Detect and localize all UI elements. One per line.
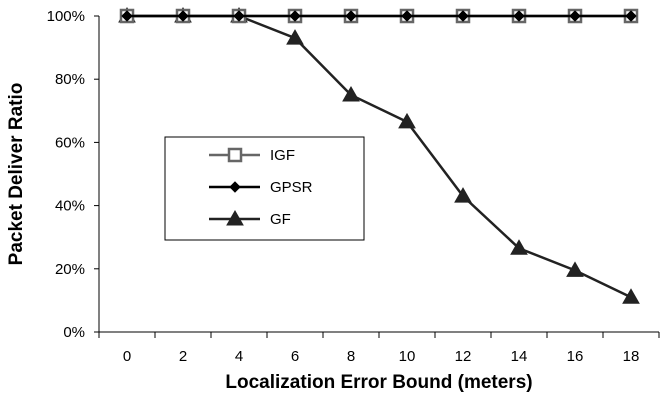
- point-gpsr: [457, 10, 469, 22]
- x-tick-label: 10: [399, 348, 416, 365]
- legend-box: [164, 136, 365, 241]
- legend-marker-gf: [226, 209, 244, 226]
- legend-label-gpsr: GPSR: [270, 179, 313, 196]
- legend-marker-gpsr: [229, 181, 241, 193]
- point-gpsr: [177, 10, 189, 22]
- point-gpsr: [401, 10, 413, 22]
- point-gpsr: [233, 10, 245, 22]
- point-gf: [454, 187, 472, 203]
- legend: IGF GPSR GF: [164, 136, 365, 241]
- y-tick-label: 0%: [63, 324, 85, 341]
- point-gf: [398, 112, 416, 129]
- x-tick-label: 12: [455, 348, 472, 365]
- point-gpsr: [625, 10, 637, 22]
- point-gf: [342, 85, 360, 102]
- y-tick-label: 40%: [55, 198, 85, 215]
- point-gpsr: [569, 10, 581, 22]
- series-gpsr: [121, 10, 637, 22]
- y-tick-label: 60%: [55, 134, 85, 151]
- x-axis-title: Localization Error Bound (meters): [225, 372, 532, 393]
- point-gpsr: [121, 10, 133, 22]
- x-tick-label: 8: [347, 348, 355, 365]
- y-tick-label: 80%: [55, 71, 85, 88]
- x-tick-label: 2: [179, 348, 187, 365]
- x-tick-label: 16: [567, 348, 584, 365]
- x-tick-label: 6: [291, 348, 299, 365]
- point-gf: [510, 239, 528, 255]
- point-gpsr: [345, 10, 357, 22]
- point-gf: [566, 261, 584, 277]
- axes: 0% 20% 40% 60% 80% 100% 0 2 4 6 8 10 12 14 16 18: [47, 8, 660, 365]
- y-tick-label: 100%: [47, 8, 85, 25]
- x-tick-label: 0: [123, 348, 131, 365]
- series-layer: [118, 6, 640, 304]
- legend-label-gf: GF: [270, 211, 291, 228]
- y-tick-label: 20%: [55, 261, 85, 278]
- point-gpsr: [513, 10, 525, 22]
- point-gf: [622, 288, 640, 304]
- x-tick-label: 18: [623, 348, 640, 365]
- y-axis-title: Packet Deliver Ratio: [6, 83, 27, 266]
- x-tick-label: 4: [235, 348, 243, 365]
- point-gf: [286, 29, 304, 45]
- legend-marker-igf: [227, 147, 243, 163]
- legend-label-igf: IGF: [270, 147, 295, 164]
- point-gpsr: [289, 10, 301, 22]
- x-tick-label: 14: [511, 348, 528, 365]
